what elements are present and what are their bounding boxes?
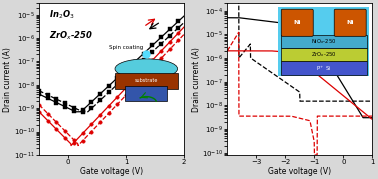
Text: ZrO$_x$-250: ZrO$_x$-250 <box>49 29 93 42</box>
X-axis label: Gate voltage (V): Gate voltage (V) <box>268 166 332 176</box>
Text: In$_2$O$_3$: In$_2$O$_3$ <box>49 8 75 21</box>
X-axis label: Gate voltage (V): Gate voltage (V) <box>80 166 143 176</box>
Y-axis label: Drain current (A): Drain current (A) <box>192 47 201 112</box>
Y-axis label: Drain current (A): Drain current (A) <box>3 47 12 112</box>
Text: Spin coating: Spin coating <box>109 45 143 50</box>
